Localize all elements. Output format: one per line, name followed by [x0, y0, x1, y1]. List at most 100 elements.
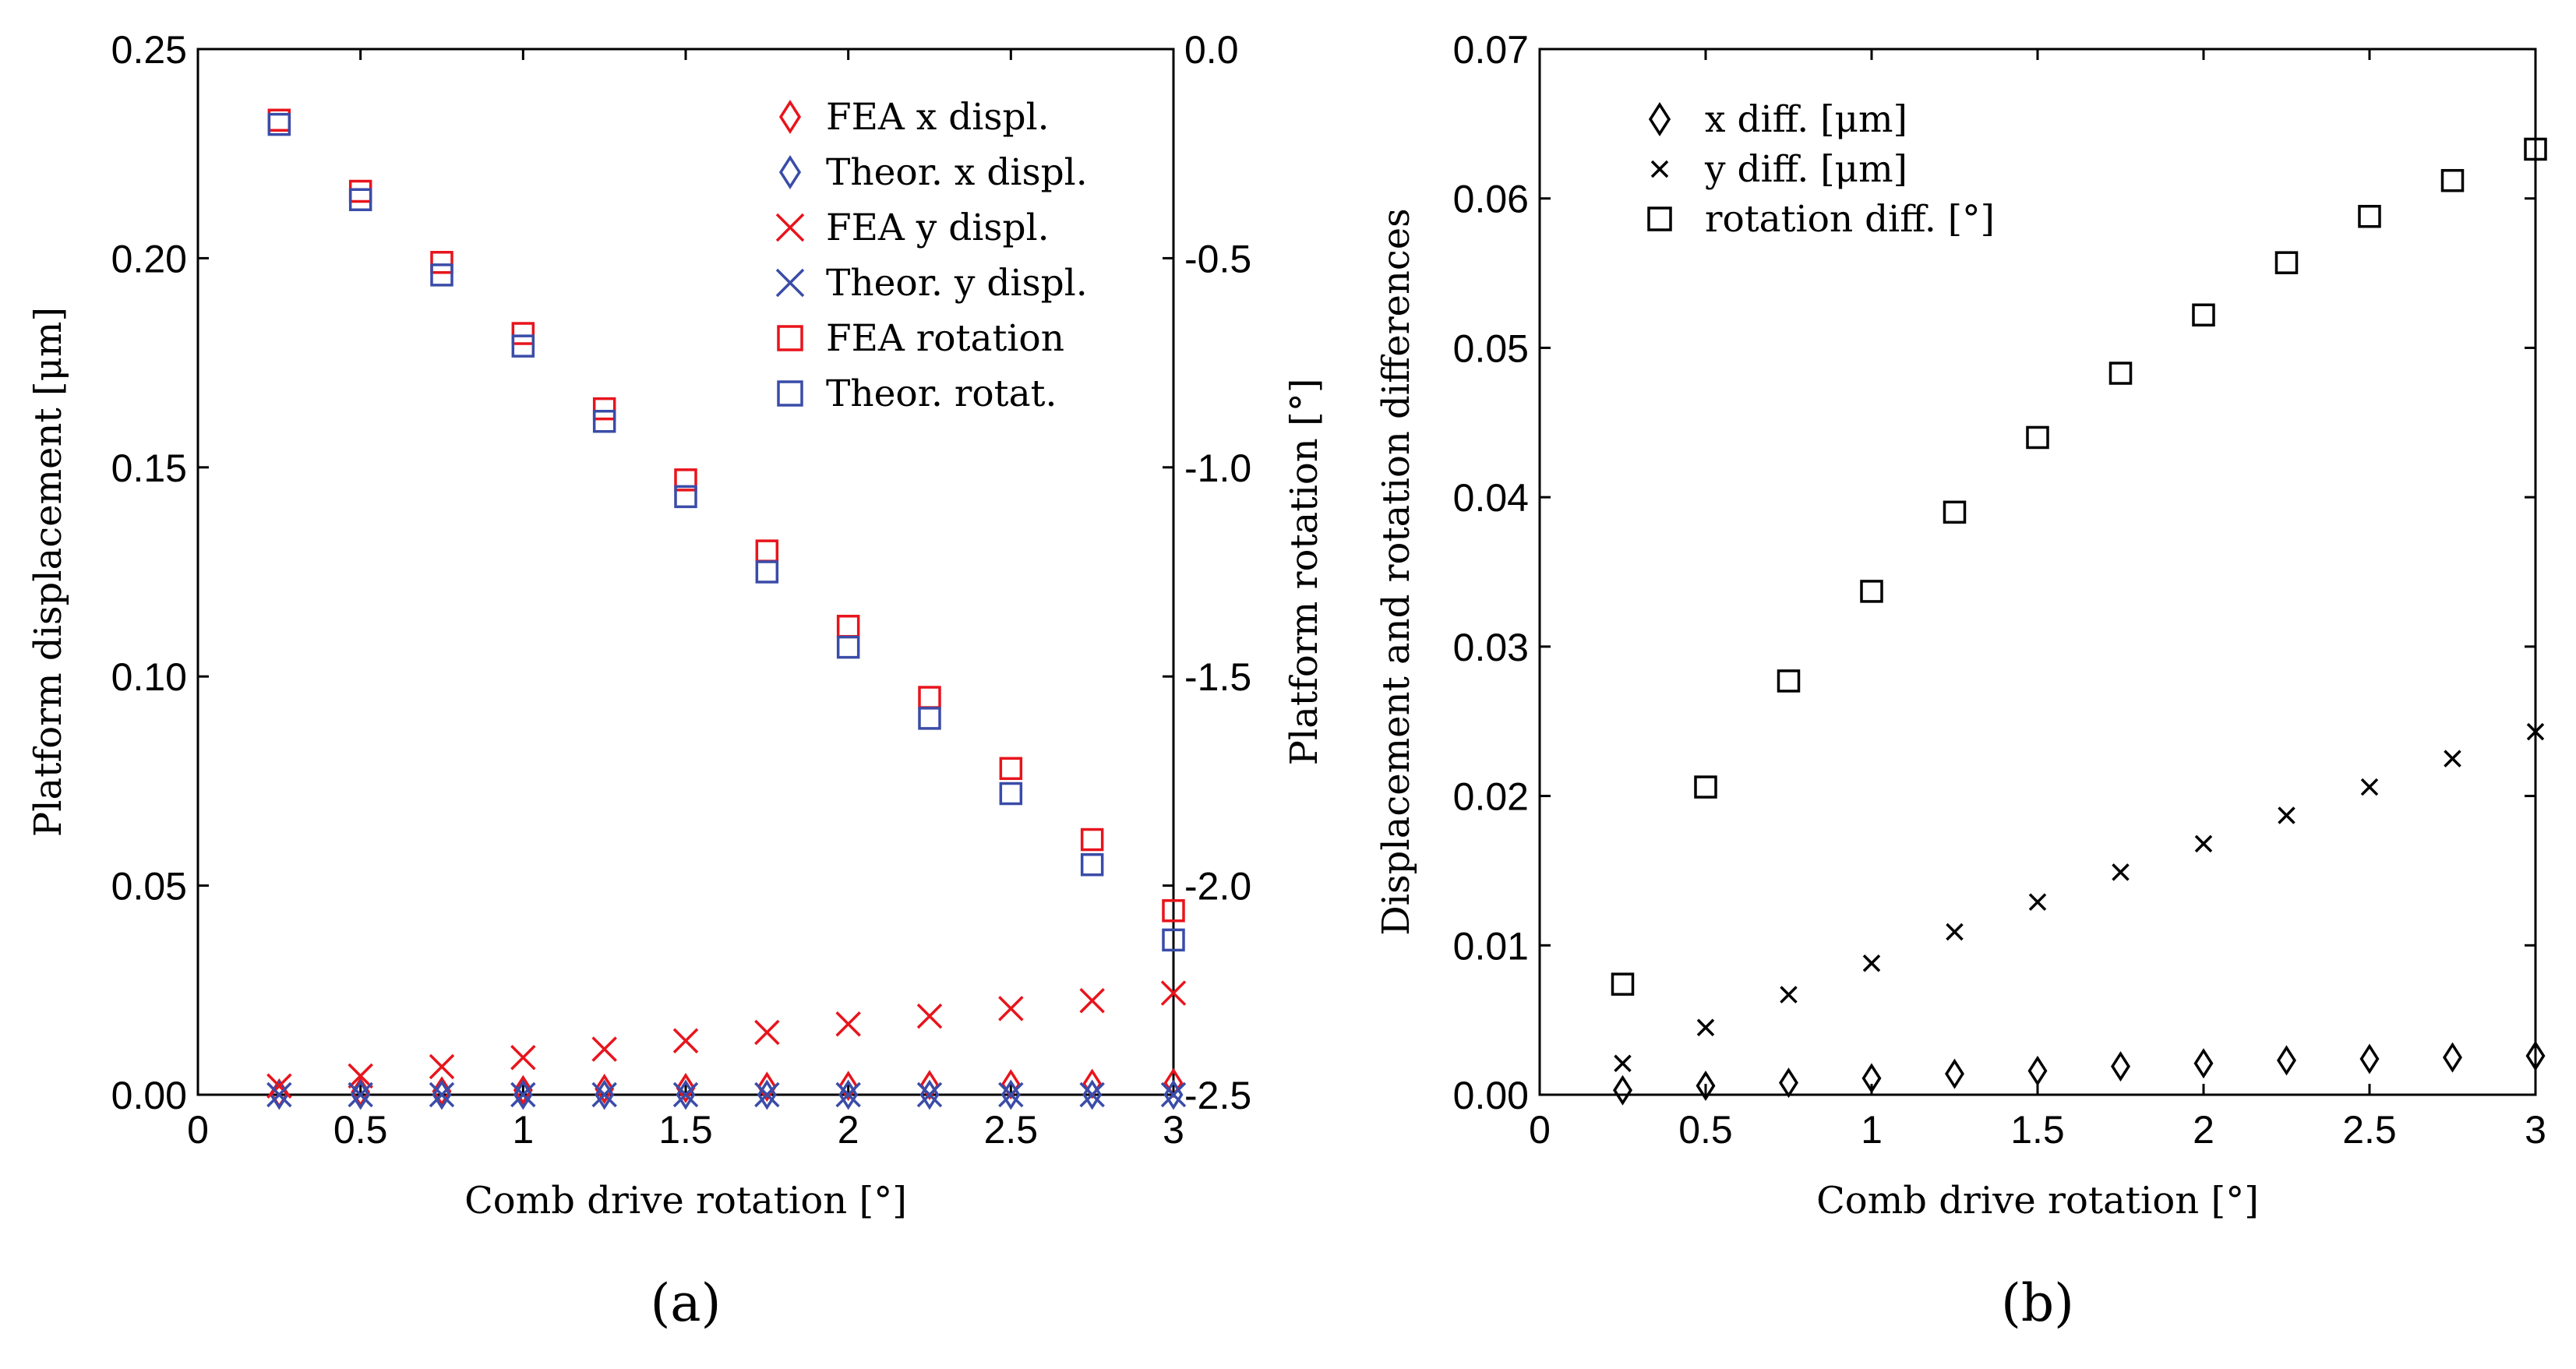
- y-axis-right-a: -2.5 -2.0 -1.5 -1.0 -0.5 0.0: [1163, 28, 1251, 1117]
- data-point-square: [674, 485, 697, 509]
- data-point-square: [836, 635, 860, 659]
- x-tick-label: 0: [187, 1108, 209, 1152]
- data-point-x: [1079, 1081, 1105, 1108]
- data-point-x: [1079, 987, 1105, 1014]
- legend-marker-x: [1650, 160, 1669, 178]
- legend-label: Theor. rotat.: [826, 372, 1057, 415]
- data-point-square: [918, 686, 941, 709]
- y-tick-label: 0.20: [111, 237, 187, 281]
- data-point-square: [1777, 669, 1801, 693]
- x-tick-label: 1: [512, 1108, 534, 1152]
- data-point-diamond: [838, 1071, 859, 1102]
- data-point-square: [1162, 928, 1185, 952]
- data-point-x: [754, 1019, 780, 1046]
- data-point-square: [267, 112, 291, 136]
- data-point-x: [835, 1081, 861, 1108]
- data-point-x: [1946, 923, 1964, 941]
- x-tick-label: 2: [2193, 1108, 2214, 1152]
- data-point-square: [2192, 303, 2215, 327]
- data-point-square: [1694, 775, 1717, 799]
- data-point-diamond: [432, 1076, 452, 1107]
- data-point-square: [1860, 580, 1883, 603]
- data-point-square: [999, 782, 1023, 806]
- legend-marker-square: [777, 380, 803, 407]
- x-tick-label: 2.5: [2342, 1108, 2397, 1152]
- x-axis-label-a: Comb drive rotation [°]: [464, 1179, 907, 1223]
- y2-tick-label: -2.0: [1184, 865, 1251, 909]
- data-point-x: [510, 1044, 536, 1071]
- data-point-square: [1162, 899, 1185, 923]
- data-point-square: [918, 707, 941, 730]
- y2-tick-label: -2.5: [1184, 1074, 1251, 1117]
- y-tick-label: 0.02: [1453, 775, 1529, 819]
- data-point-x: [998, 1081, 1024, 1108]
- data-point-x: [429, 1081, 455, 1108]
- data-point-square: [1080, 853, 1104, 877]
- data-point-diamond: [676, 1072, 696, 1103]
- legend-label: Theor. y displ.: [826, 262, 1088, 305]
- data-point-square: [348, 188, 372, 211]
- data-point-x: [2526, 722, 2545, 741]
- y-tick-label: 0.05: [111, 865, 187, 909]
- data-point-square: [2274, 251, 2299, 274]
- chart-panel-a: 0 0.5 1 1.5 2 2.5 3 0.00 0.05 0.10 0.15 0.20 0.25 -…: [26, 28, 1326, 1333]
- data-point-square: [999, 757, 1023, 781]
- data-point-square: [592, 410, 616, 433]
- legend-marker-diamond: [1648, 102, 1671, 136]
- x-tick-label: 2: [838, 1108, 859, 1152]
- legend-b: x diff. [μm] y diff. [μm] rotation diff. […: [1647, 98, 1995, 241]
- x-axis-a: 0 0.5 1 1.5 2 2.5 3: [187, 49, 1184, 1152]
- x-tick-label: 3: [2525, 1108, 2546, 1152]
- panel-label-b: (b): [2001, 1273, 2074, 1333]
- legend-label: FEA y displ.: [826, 206, 1050, 249]
- data-point-square: [1611, 972, 1635, 996]
- data-point-square: [674, 468, 697, 492]
- x-tick-label: 1.5: [658, 1108, 713, 1152]
- legend-label: FEA x displ.: [826, 96, 1050, 139]
- y-tick-label: 0.00: [111, 1074, 187, 1117]
- data-point-diamond: [1000, 1069, 1021, 1100]
- data-point-x: [1160, 980, 1187, 1006]
- data-point-diamond: [919, 1070, 940, 1101]
- data-point-x: [2112, 863, 2130, 881]
- x-tick-label: 2.5: [984, 1108, 1039, 1152]
- data-point-diamond: [2359, 1043, 2380, 1074]
- y-axis-label-b: Displacement and rotation differences: [1374, 208, 1418, 936]
- panel-label-a: (a): [651, 1273, 722, 1333]
- data-point-diamond: [2111, 1051, 2130, 1082]
- x-axis-b: 0 0.5 1 1.5 2 2.5 3: [1529, 49, 2546, 1152]
- plot-frame-b: [1538, 48, 2537, 1096]
- data-point-square: [836, 615, 860, 638]
- legend-marker-square: [777, 325, 803, 351]
- legend-label: x diff. [μm]: [1705, 98, 1907, 141]
- y2-tick-label: -1.0: [1184, 446, 1251, 490]
- data-point-x: [754, 1081, 780, 1108]
- y-tick-label: 0.00: [1453, 1074, 1529, 1117]
- y-axis-left-a: 0.00 0.05 0.10 0.15 0.20 0.25: [111, 28, 209, 1117]
- data-point-square: [592, 397, 616, 421]
- x-tick-label: 3: [1163, 1108, 1184, 1152]
- legend-marker-square: [1647, 206, 1672, 231]
- data-point-square: [2358, 204, 2381, 228]
- data-point-x: [429, 1053, 455, 1080]
- data-point-square: [430, 251, 453, 274]
- legend-marker-x: [775, 268, 805, 298]
- data-point-square: [1943, 500, 1967, 524]
- data-point-x: [2278, 806, 2295, 824]
- data-point-diamond: [1613, 1074, 1632, 1106]
- data-point-diamond: [757, 1071, 777, 1103]
- data-point-square: [755, 539, 779, 563]
- data-point-square: [2524, 137, 2547, 161]
- data-point-x: [510, 1081, 536, 1108]
- legend-marker-diamond: [778, 155, 802, 189]
- data-point-diamond: [1861, 1063, 1882, 1094]
- data-point-x: [1780, 986, 1798, 1004]
- data-point-diamond: [2443, 1042, 2462, 1073]
- data-point-diamond: [2277, 1045, 2296, 1076]
- data-point-x: [672, 1028, 699, 1053]
- x-tick-label: 0.5: [333, 1108, 388, 1152]
- legend-label: Theor. x displ.: [826, 151, 1088, 194]
- data-point-square: [430, 263, 453, 287]
- data-point-square: [1080, 827, 1104, 852]
